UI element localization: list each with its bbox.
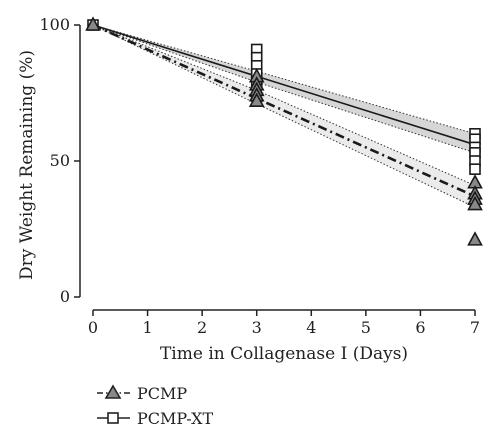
fit-lines [92,23,476,198]
legend-entry-pcmp-xt: PCMP-XT [97,409,214,428]
x-tick-label: 1 [142,318,152,337]
x-tick-label: 5 [361,318,371,337]
data-point-pcmp [467,195,483,211]
data-point-pcmp-xt [469,163,481,175]
data-point-pcmp [85,16,101,31]
data-point-pcmp [467,231,483,246]
x-tick-label: 0 [88,318,98,337]
legend-triangle-marker [104,384,122,399]
x-tick-label: 3 [252,318,262,337]
data-points [85,16,483,246]
x-tick-label: 2 [197,318,207,337]
y-axis-title: Dry Weight Remaining (%) [17,50,37,280]
confidence-bands [92,24,476,208]
legend-entry-pcmp: PCMP [97,384,187,403]
ci-band-pcmp-xt [93,25,475,153]
x-tick-label: 6 [415,318,425,337]
data-point-pcmp [248,92,265,107]
legend: PCMP PCMP-XT [97,384,214,428]
fit-line-pcmp [92,23,476,198]
y-tick-label: 50 [50,151,70,170]
ci-lower-pcmp-xt [92,24,476,154]
y-tick-label: 100 [39,15,70,34]
y-tick-label: 0 [60,287,70,306]
x-tick-label: 7 [470,318,480,337]
ci-upper-pcmp-xt [92,24,476,135]
legend-square-marker [107,412,119,424]
x-tick-label: 4 [306,318,316,337]
ticks: 0 1 2 3 4 5 6 7 0 50 100 [39,15,480,337]
fit-line-pcmp-xt [92,24,476,146]
legend-label-pcmp-xt: PCMP-XT [137,409,214,428]
x-axis-title: Time in Collagenase I (Days) [160,344,408,364]
ci-lower-pcmp [92,24,476,208]
legend-label-pcmp: PCMP [137,384,187,403]
